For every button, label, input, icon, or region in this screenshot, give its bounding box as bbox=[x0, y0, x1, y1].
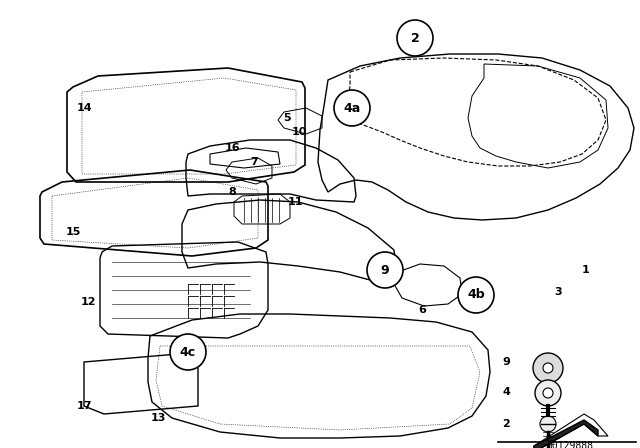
Circle shape bbox=[334, 90, 370, 126]
Text: 4b: 4b bbox=[467, 289, 485, 302]
Text: 4: 4 bbox=[502, 387, 510, 397]
Circle shape bbox=[397, 20, 433, 56]
Text: 5: 5 bbox=[283, 113, 291, 123]
Polygon shape bbox=[534, 420, 598, 448]
Text: 4c: 4c bbox=[180, 345, 196, 358]
Text: 4a: 4a bbox=[344, 102, 360, 115]
Text: 00129888: 00129888 bbox=[547, 441, 593, 448]
Text: 17: 17 bbox=[76, 401, 92, 411]
Text: 2: 2 bbox=[502, 419, 510, 429]
Circle shape bbox=[367, 252, 403, 288]
Circle shape bbox=[540, 416, 556, 432]
Text: 8: 8 bbox=[228, 187, 236, 197]
Text: 13: 13 bbox=[150, 413, 166, 423]
Text: 12: 12 bbox=[80, 297, 96, 307]
Text: 6: 6 bbox=[418, 305, 426, 315]
Text: 9: 9 bbox=[381, 263, 389, 276]
Text: 3: 3 bbox=[554, 287, 562, 297]
Circle shape bbox=[535, 380, 561, 406]
Text: 11: 11 bbox=[287, 197, 303, 207]
Text: 14: 14 bbox=[76, 103, 92, 113]
Text: 15: 15 bbox=[65, 227, 81, 237]
Text: 9: 9 bbox=[502, 357, 510, 367]
Text: 7: 7 bbox=[250, 157, 258, 167]
Text: 16: 16 bbox=[224, 143, 240, 153]
Text: 1: 1 bbox=[582, 265, 590, 275]
Circle shape bbox=[458, 277, 494, 313]
Text: 2: 2 bbox=[411, 31, 419, 44]
Circle shape bbox=[170, 334, 206, 370]
Circle shape bbox=[533, 353, 563, 383]
Circle shape bbox=[543, 363, 553, 373]
Circle shape bbox=[543, 388, 553, 398]
Text: 10: 10 bbox=[291, 127, 307, 137]
